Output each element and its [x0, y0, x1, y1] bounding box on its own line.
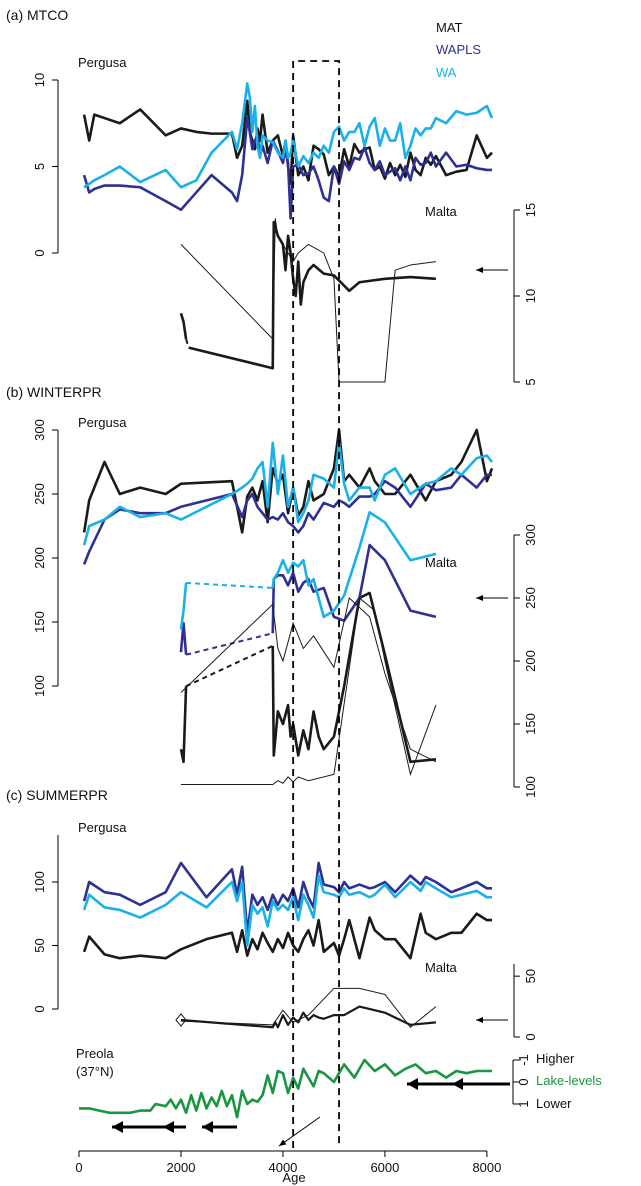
panel-a-pergusa-label: Pergusa [78, 55, 127, 70]
preola-arrow-2-head [452, 1078, 463, 1090]
preola-arrow-1-head [407, 1078, 418, 1090]
malta-b-wapls-gap-line [185, 632, 273, 656]
panel-c-right-tick-label: 0 [523, 1033, 538, 1040]
time-window-box [292, 60, 340, 1148]
x-axis-tick-label: 0 [75, 1160, 82, 1175]
malta-b-mat-start-line [179, 686, 188, 764]
panel-c-right-tick-label: 50 [523, 969, 538, 983]
x-axis-tick-label: 8000 [472, 1160, 501, 1175]
panel-b-left-tick-label: 150 [32, 611, 47, 633]
malta-b-wapls-main-line [271, 543, 437, 634]
lake-tick-label: 1 [516, 1100, 531, 1107]
malta-b-wapls-start-line [179, 621, 188, 655]
legend-wapls: WAPLS [436, 42, 481, 57]
panel-b-malta-label: Malta [425, 555, 458, 570]
panel-b-right-tick-label: 200 [523, 650, 538, 672]
pergusa-a-wa-line [83, 82, 494, 189]
malta-b-range-high [180, 597, 437, 763]
x-axis-title: Age [282, 1170, 305, 1185]
lake-tick-label: -1 [516, 1054, 531, 1066]
preola-arrow-3-head [112, 1121, 123, 1133]
malta-b-range-low [180, 597, 437, 785]
malta-b-mat-gap-line [185, 644, 274, 688]
malta-b-wa-main-line [271, 511, 437, 619]
malta-b-arrow-head [476, 595, 483, 601]
lake-higher-label: Higher [536, 1051, 575, 1066]
panel-c-pergusa-label: Pergusa [78, 820, 127, 835]
panel-b-right-tick-label: 100 [523, 776, 538, 798]
panel-c-left-tick-label: 100 [32, 871, 47, 893]
malta-a-mat-main-line [188, 220, 437, 370]
panel-a-right-tick-label: 5 [523, 378, 538, 385]
panel-c-malta-label: Malta [425, 960, 458, 975]
malta-b-mat-main-line [271, 591, 437, 764]
pergusa-a-wapls-line [82, 116, 492, 220]
preola-arrow-4-head [163, 1121, 174, 1133]
panel-b-pergusa-label: Pergusa [78, 415, 127, 430]
x-axis-tick-label: 6000 [370, 1160, 399, 1175]
pergusa-c-wapls-line [82, 861, 492, 935]
panel-c-left-tick-label: 50 [32, 938, 47, 952]
pergusa-b-wa-line [82, 441, 494, 546]
pergusa-b-mat-line [82, 428, 494, 534]
preola-label: Preola [76, 1046, 114, 1061]
malta-c-start-marker [175, 1013, 187, 1027]
panel-b-left-tick-label: 300 [32, 419, 47, 441]
panel-a-left-tick-label: 10 [32, 73, 47, 87]
preola-lake-levels-line [79, 1058, 492, 1119]
pergusa-c-wa-line [82, 874, 492, 947]
panel-a-left-tick-label: 5 [32, 163, 47, 170]
series-lines [79, 82, 494, 1119]
legend-wa: WA [436, 65, 457, 80]
panel-b-title: (b) WINTERPR [6, 384, 102, 400]
panel-a-right-tick-label: 10 [523, 289, 538, 303]
x-axis-tick-label: 2000 [167, 1160, 196, 1175]
pergusa-b-wapls-line [82, 473, 492, 565]
lake-lower-label: Lower [536, 1096, 572, 1111]
malta-c-range [180, 987, 437, 1028]
malta-b-wa-start-line [179, 582, 188, 630]
preola-latitude: (37°N) [76, 1064, 114, 1079]
preola-diagonal-arrow-head [279, 1139, 287, 1146]
panel-a-title: (a) MTCO [6, 7, 68, 23]
malta-a-mat-gap-line [185, 338, 190, 348]
legend-mat: MAT [436, 20, 463, 35]
panel-c-left-tick-label: 0 [32, 1005, 47, 1012]
panel-c-title: (c) SUMMERPR [6, 787, 108, 803]
axes: 0510510151001502002503001001502002503000… [32, 60, 538, 1175]
x-axis-tick-label: 4000 [268, 1160, 297, 1175]
malta-a-range-line [180, 218, 436, 383]
panel-b-left-tick-label: 200 [32, 547, 47, 569]
panel-b-right-tick-label: 300 [523, 524, 538, 546]
panel-b-right-tick-label: 150 [523, 713, 538, 735]
malta-b-wa-gap-line [186, 581, 273, 589]
malta-c-arrow-head [476, 1017, 483, 1023]
malta-a-arrow-head [476, 267, 483, 273]
malta-c-mat-line [180, 1005, 437, 1029]
malta-a-mat-start-line [179, 312, 188, 340]
lake-levels-label: Lake-levels [536, 1073, 602, 1088]
pergusa-c-mat-line [82, 912, 492, 960]
preola-arrow-5-head [202, 1121, 213, 1133]
lake-tick-label: 0 [516, 1078, 531, 1085]
preola-diagonal-arrow [278, 1116, 321, 1147]
panel-b-left-tick-label: 100 [32, 675, 47, 697]
panel-b-right-tick-label: 250 [523, 587, 538, 609]
panel-b-left-tick-label: 250 [32, 483, 47, 505]
panel-a-left-tick-label: 0 [32, 249, 47, 256]
panel-a-right-tick-label: 15 [523, 203, 538, 217]
panel-a-malta-label: Malta [425, 204, 458, 219]
